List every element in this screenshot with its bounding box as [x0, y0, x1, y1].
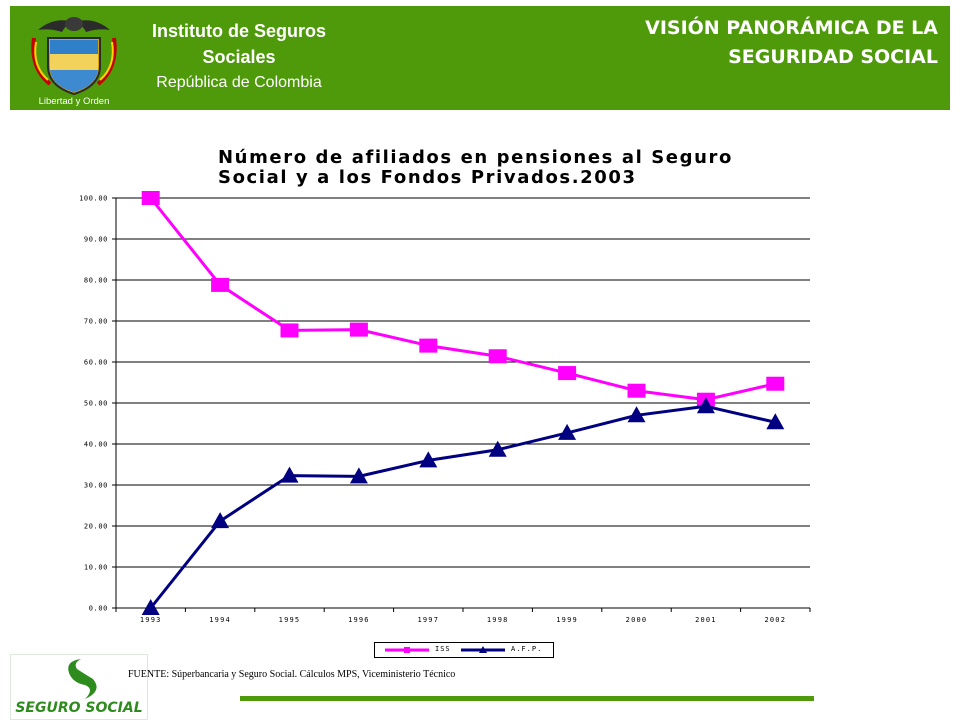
- y-tick-label: 30.00: [84, 482, 108, 490]
- data-point-afp: [349, 467, 368, 484]
- y-tick-label: 90.00: [84, 236, 108, 244]
- colombia-coat-of-arms-icon: Libertad y Orden: [31, 17, 117, 107]
- y-tick-label: 50.00: [84, 400, 108, 408]
- data-point-afp: [558, 423, 577, 440]
- data-point-iss: [488, 349, 507, 364]
- y-tick-label: 60.00: [84, 359, 108, 367]
- y-tick-label: 100.00: [79, 195, 108, 203]
- data-point-afp: [627, 406, 646, 423]
- header-banner: Libertad y Orden Instituto de Seguros So…: [10, 6, 950, 110]
- x-tick-label: 2000: [626, 616, 648, 624]
- data-point-iss: [766, 376, 785, 391]
- data-point-afp: [488, 440, 507, 457]
- x-tick-label: 1996: [348, 616, 370, 624]
- data-point-iss: [558, 366, 577, 381]
- logo-text: SEGURO SOCIAL: [15, 700, 142, 716]
- page-title-line1: VISIÓN PANORÁMICA DE LA: [645, 17, 938, 39]
- x-tick-label: 2002: [764, 616, 786, 624]
- x-tick-label: 1994: [209, 616, 231, 624]
- series-line-afp: [149, 404, 776, 609]
- crest-motto: Libertad y Orden: [39, 96, 110, 107]
- chart-legend: ISS A.F.P.: [374, 642, 554, 658]
- institution-name: Instituto de Seguros Sociales República …: [124, 18, 354, 96]
- chart-title-line1: Número de afiliados en pensiones al Segu…: [218, 147, 733, 168]
- y-tick-label: 40.00: [84, 441, 108, 449]
- page-title: VISIÓN PANORÁMICA DE LA SEGURIDAD SOCIAL: [645, 14, 938, 72]
- data-point-iss: [627, 383, 646, 398]
- y-tick-label: 0.00: [89, 605, 108, 613]
- seguro-social-s-icon: SEGURO SOCIAL: [15, 659, 143, 716]
- footer-divider: [240, 696, 814, 701]
- data-point-iss: [419, 338, 438, 353]
- chart-title: Número de afiliados en pensiones al Segu…: [218, 148, 838, 188]
- institution-line2: Sociales: [202, 47, 276, 67]
- data-point-iss: [349, 322, 368, 337]
- chart-title-line2: Social y a los Fondos Privados.2003: [218, 167, 637, 188]
- x-tick-label: 1999: [556, 616, 578, 624]
- legend-swatch-iss: [385, 647, 429, 653]
- page-title-line2: SEGURIDAD SOCIAL: [728, 46, 938, 68]
- data-point-afp: [766, 413, 785, 430]
- series-line-iss: [149, 197, 776, 402]
- data-point-afp: [696, 397, 715, 414]
- x-tick-label: 1993: [140, 616, 162, 624]
- x-tick-label: 1997: [417, 616, 439, 624]
- data-point-iss: [280, 323, 299, 338]
- seguro-social-logo: SEGURO SOCIAL: [10, 654, 148, 720]
- data-point-afp: [419, 451, 438, 468]
- data-point-iss: [141, 191, 160, 205]
- legend-swatch-afp: [461, 646, 505, 653]
- y-tick-label: 70.00: [84, 318, 108, 326]
- institution-line1: Instituto de Seguros: [151, 21, 326, 41]
- data-point-iss: [211, 277, 230, 292]
- x-tick-label: 2001: [695, 616, 717, 624]
- source-note: FUENTE: Súperbancaria y Seguro Social. C…: [128, 669, 456, 680]
- x-tick-label: 1998: [487, 616, 509, 624]
- x-tick-label: 1995: [279, 616, 301, 624]
- republic-label: República de Colombia: [156, 74, 322, 91]
- legend-label-iss: ISS: [435, 645, 451, 653]
- data-point-afp: [141, 599, 160, 615]
- data-point-afp: [280, 466, 299, 483]
- y-tick-label: 20.00: [84, 523, 108, 531]
- y-tick-label: 80.00: [84, 277, 108, 285]
- legend-label-afp: A.F.P.: [511, 645, 543, 653]
- y-tick-label: 10.00: [84, 564, 108, 572]
- data-point-afp: [211, 512, 230, 529]
